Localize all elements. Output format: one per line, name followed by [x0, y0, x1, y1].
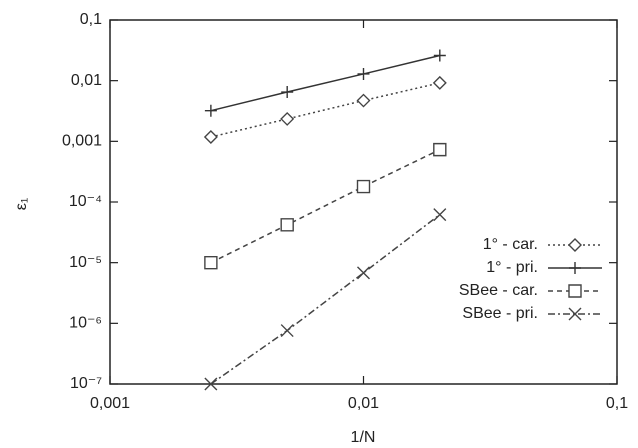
x-tick-label: 0,01	[348, 395, 379, 412]
y-tick-label: 0,1	[80, 11, 102, 28]
series-line	[210, 82, 440, 138]
marker	[433, 49, 446, 62]
y-axis-label: ε₁	[13, 198, 30, 211]
marker	[433, 208, 447, 222]
marker	[280, 218, 294, 232]
series-line	[210, 213, 441, 385]
y-tick-label: 10⁻⁷	[70, 375, 102, 392]
x-tick-label: 0,001	[90, 395, 130, 412]
series-line	[210, 148, 441, 264]
marker	[281, 86, 294, 99]
marker	[357, 67, 370, 80]
x-tick-label: 0,1	[606, 395, 628, 412]
legend-label: SBee - car.	[459, 282, 538, 299]
marker	[204, 255, 218, 270]
marker	[280, 324, 294, 338]
marker	[432, 75, 447, 90]
y-tick-label: 10⁻⁵	[69, 254, 102, 271]
legend-marker	[568, 238, 582, 252]
legend-label: 1° - car.	[483, 236, 538, 253]
y-tick-label: 10⁻⁴	[69, 193, 102, 210]
marker	[203, 129, 218, 144]
y-tick-label: 0,01	[71, 72, 102, 89]
marker	[357, 266, 370, 280]
y-tick-label: 0,001	[62, 133, 102, 150]
marker	[356, 179, 371, 194]
legend-label: SBee - pri.	[462, 305, 538, 322]
legend-marker	[568, 284, 582, 298]
legend-label: 1° - pri.	[486, 259, 538, 276]
marker	[204, 104, 217, 117]
y-tick-label: 10⁻⁶	[69, 315, 102, 332]
x-axis-label: 1/N	[351, 429, 376, 446]
legend-marker	[569, 262, 581, 274]
marker	[280, 111, 295, 126]
legend-marker	[568, 307, 582, 321]
marker	[204, 377, 218, 391]
series-line	[210, 54, 440, 112]
marker	[356, 93, 371, 108]
marker	[433, 142, 447, 157]
